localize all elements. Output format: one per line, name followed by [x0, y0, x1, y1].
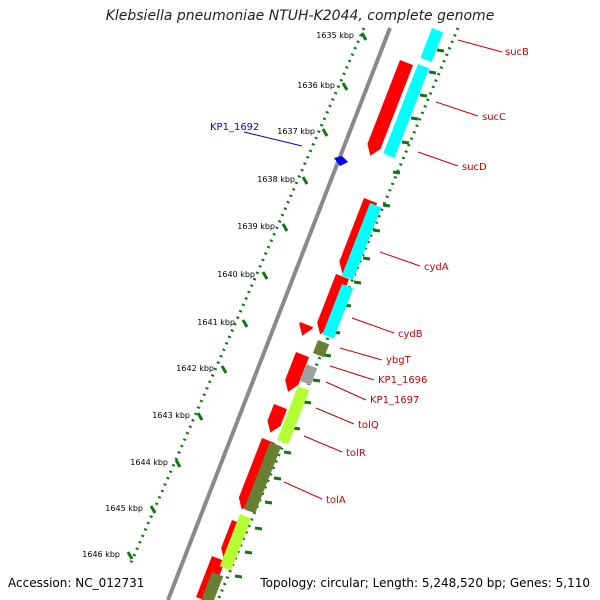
gene-label-tolr: tolR — [346, 448, 366, 459]
tick-label: 1635 kbp — [316, 31, 354, 40]
tick-mark — [321, 128, 329, 137]
reverse-feature-block — [322, 284, 354, 339]
gene-leader-line — [351, 317, 395, 334]
tick-mark — [401, 140, 410, 145]
tick-mark — [264, 500, 273, 505]
tick-mark — [419, 93, 428, 98]
tick-label: 1641 kbp — [197, 318, 235, 327]
gene-label-cydb: cydB — [398, 329, 423, 340]
tick-label: 1638 kbp — [257, 175, 295, 184]
gene-label-tolq: tolQ — [358, 420, 379, 431]
map-title: Klebsiella pneumoniae NTUH-K2044, comple… — [105, 8, 495, 24]
gene-leader-line — [417, 151, 459, 167]
tick-label: 1646 kbp — [82, 550, 120, 559]
tick-mark — [220, 365, 228, 374]
tick-mark — [196, 412, 204, 421]
gene-leader-line — [457, 39, 503, 53]
tick-mark — [283, 450, 292, 455]
tick-mark — [362, 256, 371, 261]
gene-label-kp1_1697: KP1_1697 — [370, 395, 419, 406]
gene-leader-line — [435, 101, 479, 117]
kp1-1692-marker — [334, 156, 348, 166]
reverse-feature-block — [299, 364, 318, 386]
tick-mark — [372, 228, 381, 233]
gene-leader-line — [315, 407, 355, 425]
reverse-feature-block — [312, 340, 330, 358]
tick-label: 1637 kbp — [277, 127, 315, 136]
tick-label: 1639 kbp — [237, 222, 275, 231]
tick-label: 1636 kbp — [297, 81, 335, 90]
tick-mark — [273, 476, 282, 481]
reverse-feature-block — [383, 64, 430, 158]
tick-mark — [392, 170, 401, 175]
gene-label-kp1_1692: KP1_1692 — [210, 122, 259, 133]
genome-backbone — [166, 27, 392, 600]
tick-label: 1640 kbp — [217, 270, 255, 279]
tick-label: 1642 kbp — [176, 364, 214, 373]
tick-label: 1644 kbp — [130, 458, 168, 467]
tick-mark — [244, 550, 253, 555]
tick-label: 1643 kbp — [152, 411, 190, 420]
forward-gene-arrow — [367, 60, 414, 156]
tick-mark — [149, 505, 157, 514]
gene-leader-line — [379, 251, 421, 267]
gene-label-sucb: sucB — [505, 47, 529, 58]
tick-mark — [301, 176, 309, 185]
tick-mark — [174, 459, 182, 468]
tick-label: 1645 kbp — [105, 504, 143, 513]
gene-label-kp1_1696: KP1_1696 — [378, 375, 427, 386]
genome-summary-text: Topology: circular; Length: 5,248,520 bp… — [260, 576, 590, 590]
reverse-feature-block — [201, 572, 224, 600]
tick-mark — [234, 574, 243, 579]
tick-mark — [261, 271, 269, 280]
tick-mark — [126, 551, 134, 560]
gene-label-sucd: sucD — [462, 162, 487, 173]
tick-mark — [281, 223, 289, 232]
tick-group: 1635 kbp 1636 kbp 1637 kbp 1638 kbp 1639 kbp… — [82, 31, 445, 579]
tick-mark — [323, 353, 332, 358]
gene-leader-line — [339, 347, 383, 361]
tick-mark — [241, 319, 249, 328]
gene-label-ybgt: ybgT — [386, 355, 412, 366]
gene-leader-line — [303, 435, 343, 453]
tick-mark — [360, 32, 368, 41]
gene-leader-line — [325, 381, 367, 401]
reverse-feature-block — [243, 442, 282, 514]
forward-gene-arrow — [267, 404, 288, 433]
gene-label-tola: tolA — [326, 495, 346, 506]
tick-mark — [312, 378, 321, 383]
tick-mark — [382, 203, 391, 208]
accession-text: Accession: NC_012731 — [8, 576, 145, 590]
reverse-feature-block — [341, 203, 382, 281]
reverse-feature-block — [277, 386, 310, 445]
label-group: sucB sucC sucD cydA cydB ybgT KP1_1696 KP1_1697… — [210, 39, 529, 506]
tick-mark — [303, 400, 312, 405]
gene-leader-line — [283, 481, 323, 500]
gene-leader-line — [243, 131, 303, 147]
gene-label-succ: sucC — [482, 112, 506, 123]
tick-mark — [341, 82, 349, 91]
tick-mark — [436, 48, 445, 53]
tick-mark — [410, 116, 419, 121]
tick-mark — [254, 526, 263, 531]
feature-group — [196, 28, 444, 600]
tick-mark — [428, 70, 437, 75]
reverse-feature-block — [219, 514, 252, 571]
gene-label-cyda: cydA — [424, 262, 449, 273]
forward-gene-arrow — [299, 322, 314, 336]
tick-mark — [353, 280, 362, 285]
forward-gene-arrow — [285, 352, 310, 392]
gene-leader-line — [329, 365, 375, 381]
reverse-feature-block — [420, 28, 444, 63]
